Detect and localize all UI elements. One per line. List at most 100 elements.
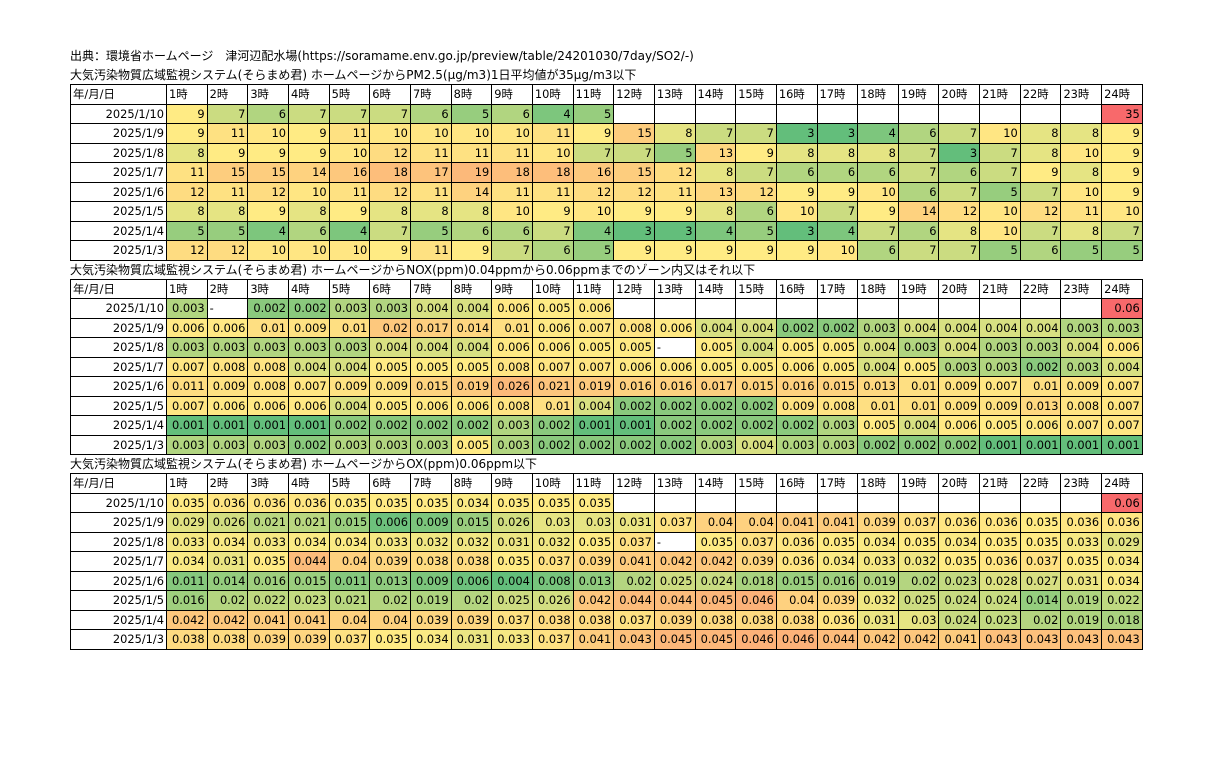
value-cell[interactable]: 0.039: [287, 629, 330, 650]
value-cell[interactable]: 10: [775, 201, 818, 222]
hour-header-cell[interactable]: 16時: [775, 473, 818, 494]
hour-header-cell[interactable]: 9時: [491, 84, 533, 105]
value-cell[interactable]: 0.036: [979, 551, 1021, 572]
value-cell[interactable]: 7: [897, 162, 940, 183]
value-cell[interactable]: 0.015: [328, 512, 371, 533]
value-cell[interactable]: 0.005: [816, 356, 859, 377]
value-cell[interactable]: 0.02: [450, 590, 493, 611]
date-cell[interactable]: 2025/1/10: [70, 492, 167, 513]
value-cell[interactable]: 0.003: [166, 434, 208, 455]
value-cell[interactable]: 7: [979, 142, 1021, 163]
value-cell[interactable]: 6: [816, 162, 859, 183]
value-cell[interactable]: 5: [1101, 240, 1143, 261]
value-cell[interactable]: 0.025: [897, 590, 940, 611]
value-cell[interactable]: 0.004: [694, 317, 737, 338]
value-cell[interactable]: 0.002: [613, 395, 655, 416]
date-cell[interactable]: 2025/1/5: [70, 201, 167, 222]
value-cell[interactable]: 0.003: [938, 356, 981, 377]
value-cell[interactable]: 0.006: [369, 512, 411, 533]
value-cell[interactable]: 0.006: [1101, 337, 1143, 358]
value-cell[interactable]: 0.023: [938, 570, 981, 591]
value-cell[interactable]: 11: [531, 123, 574, 144]
value-cell[interactable]: 0.006: [450, 395, 493, 416]
value-cell[interactable]: 0.009: [206, 376, 249, 397]
value-cell[interactable]: 14: [897, 201, 940, 222]
value-cell[interactable]: 0.031: [857, 609, 899, 630]
value-cell[interactable]: [613, 103, 655, 124]
value-cell[interactable]: -: [653, 337, 696, 358]
value-cell[interactable]: 0.034: [450, 492, 493, 513]
value-cell[interactable]: 10: [1060, 181, 1103, 202]
hour-header-cell[interactable]: 19時: [897, 84, 940, 105]
hour-header-cell[interactable]: 4時: [287, 473, 330, 494]
value-cell[interactable]: 0.002: [938, 434, 981, 455]
value-cell[interactable]: 9: [1101, 142, 1143, 163]
value-cell[interactable]: 9: [1101, 181, 1143, 202]
value-cell[interactable]: 0.002: [735, 395, 777, 416]
value-cell[interactable]: 10: [816, 240, 859, 261]
value-cell[interactable]: [1019, 298, 1062, 319]
value-cell[interactable]: 0.005: [369, 356, 411, 377]
value-cell[interactable]: 9: [1101, 123, 1143, 144]
value-cell[interactable]: 0.038: [450, 551, 493, 572]
value-cell[interactable]: 8: [369, 201, 411, 222]
row-header-cell[interactable]: 年/月/日: [70, 473, 167, 494]
value-cell[interactable]: 0.021: [287, 512, 330, 533]
value-cell[interactable]: 0.004: [328, 356, 371, 377]
value-cell[interactable]: 0.005: [694, 356, 737, 377]
value-cell[interactable]: 0.035: [694, 531, 737, 552]
value-cell[interactable]: 0.004: [491, 570, 533, 591]
value-cell[interactable]: 0.028: [979, 570, 1021, 591]
value-cell[interactable]: 0.016: [775, 376, 818, 397]
value-cell[interactable]: 0.008: [491, 395, 533, 416]
value-cell[interactable]: 12: [653, 162, 696, 183]
date-cell[interactable]: 2025/1/6: [70, 181, 167, 202]
value-cell[interactable]: 0.038: [206, 629, 249, 650]
value-cell[interactable]: 0.026: [491, 512, 533, 533]
value-cell[interactable]: 0.003: [1101, 317, 1143, 338]
value-cell[interactable]: 0.004: [572, 395, 615, 416]
hour-header-cell[interactable]: 20時: [938, 278, 981, 299]
value-cell[interactable]: 8: [1019, 123, 1062, 144]
value-cell[interactable]: 0.023: [979, 609, 1021, 630]
value-cell[interactable]: 0.039: [857, 512, 899, 533]
value-cell[interactable]: 0.013: [857, 376, 899, 397]
value-cell[interactable]: [1019, 103, 1062, 124]
hour-header-cell[interactable]: 24時: [1101, 473, 1143, 494]
value-cell[interactable]: 0.02: [1019, 609, 1062, 630]
value-cell[interactable]: 0.032: [531, 531, 574, 552]
value-cell[interactable]: 0.042: [166, 609, 208, 630]
value-cell[interactable]: 0.007: [1060, 415, 1103, 436]
date-cell[interactable]: 2025/1/7: [70, 551, 167, 572]
value-cell[interactable]: 0.002: [653, 395, 696, 416]
value-cell[interactable]: [816, 492, 859, 513]
value-cell[interactable]: 0.034: [938, 531, 981, 552]
value-cell[interactable]: 7: [938, 240, 981, 261]
value-cell[interactable]: 0.003: [694, 434, 737, 455]
value-cell[interactable]: [1060, 103, 1103, 124]
value-cell[interactable]: [775, 103, 818, 124]
value-cell[interactable]: 0.004: [897, 317, 940, 338]
value-cell[interactable]: 0.006: [653, 317, 696, 338]
value-cell[interactable]: 0.039: [369, 551, 411, 572]
value-cell[interactable]: 7: [328, 103, 371, 124]
value-cell[interactable]: 0.013: [572, 570, 615, 591]
value-cell[interactable]: 9: [653, 201, 696, 222]
value-cell[interactable]: 0.008: [247, 356, 289, 377]
value-cell[interactable]: 0.027: [1019, 570, 1062, 591]
value-cell[interactable]: 0.034: [1101, 551, 1143, 572]
value-cell[interactable]: 0.003: [166, 337, 208, 358]
value-cell[interactable]: [694, 298, 737, 319]
value-cell[interactable]: 0.005: [775, 337, 818, 358]
value-cell[interactable]: 0.044: [816, 629, 859, 650]
value-cell[interactable]: 11: [531, 181, 574, 202]
value-cell[interactable]: 7: [1019, 220, 1062, 241]
value-cell[interactable]: 0.006: [572, 298, 615, 319]
value-cell[interactable]: 0.019: [857, 570, 899, 591]
value-cell[interactable]: 0.041: [613, 551, 655, 572]
hour-header-cell[interactable]: 23時: [1060, 84, 1103, 105]
value-cell[interactable]: 10: [450, 123, 493, 144]
value-cell[interactable]: 7: [1019, 181, 1062, 202]
value-cell[interactable]: 0.043: [1101, 629, 1143, 650]
value-cell[interactable]: 0.044: [287, 551, 330, 572]
